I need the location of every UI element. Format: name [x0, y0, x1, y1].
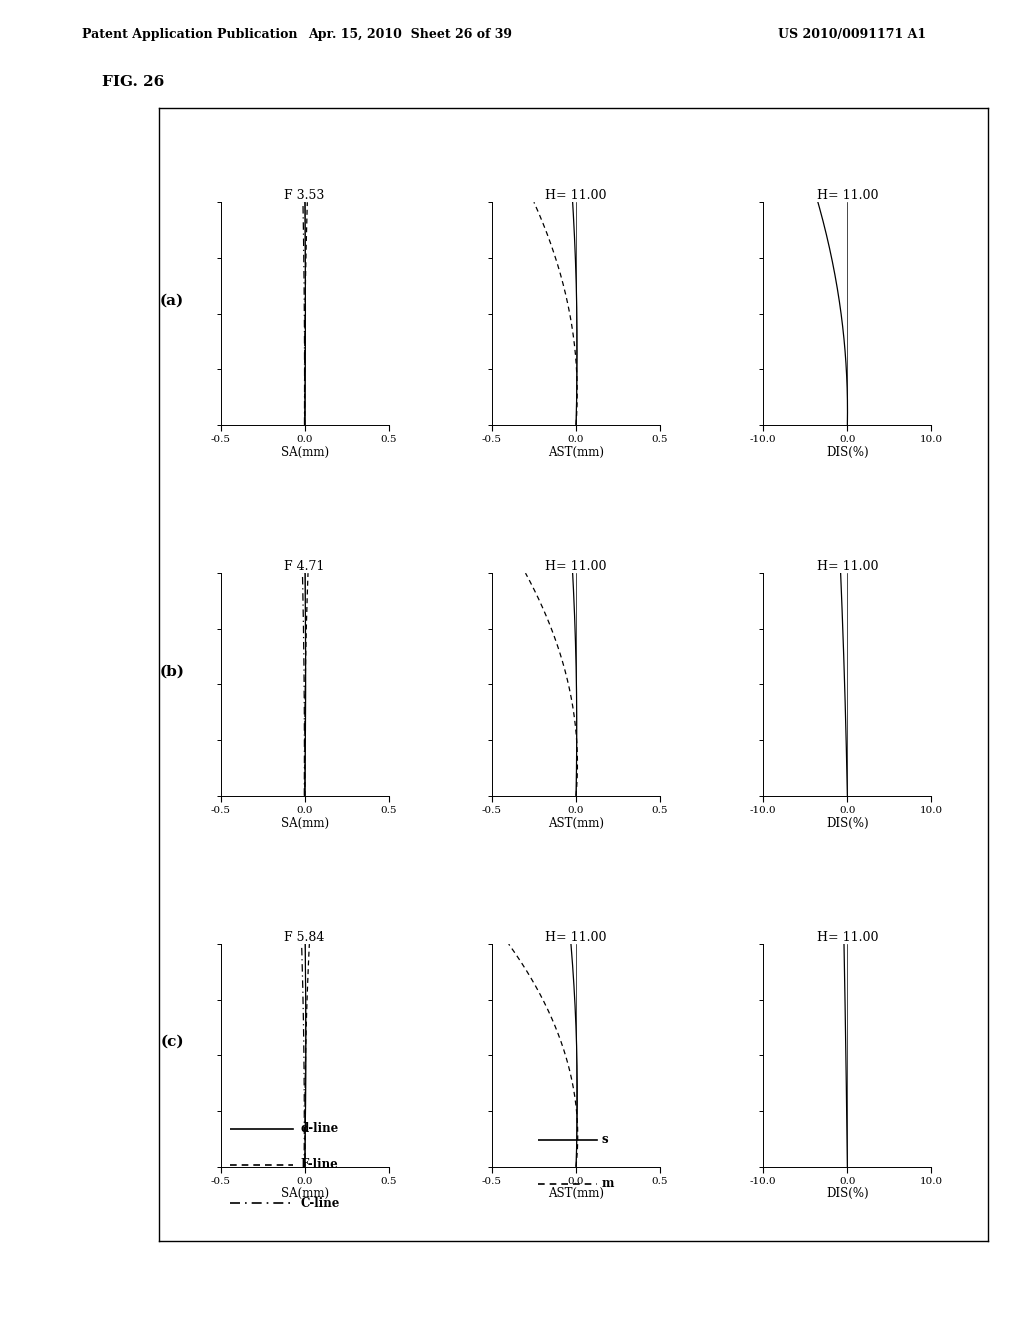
Text: FIG. 26: FIG. 26 — [102, 75, 165, 90]
Title: F 3.53: F 3.53 — [285, 189, 325, 202]
Text: F-line: F-line — [300, 1159, 338, 1171]
X-axis label: DIS(%): DIS(%) — [826, 1188, 868, 1200]
Title: H= 11.00: H= 11.00 — [545, 560, 607, 573]
X-axis label: AST(mm): AST(mm) — [548, 1188, 604, 1200]
X-axis label: DIS(%): DIS(%) — [826, 446, 868, 458]
Title: H= 11.00: H= 11.00 — [816, 560, 879, 573]
Title: H= 11.00: H= 11.00 — [816, 931, 879, 944]
X-axis label: AST(mm): AST(mm) — [548, 446, 604, 458]
Text: m: m — [602, 1177, 614, 1191]
X-axis label: AST(mm): AST(mm) — [548, 817, 604, 829]
Text: Patent Application Publication: Patent Application Publication — [82, 28, 297, 41]
Title: H= 11.00: H= 11.00 — [816, 189, 879, 202]
X-axis label: DIS(%): DIS(%) — [826, 817, 868, 829]
Text: (c): (c) — [160, 1035, 184, 1049]
Text: C-line: C-line — [300, 1196, 340, 1209]
Title: F 5.84: F 5.84 — [285, 931, 325, 944]
X-axis label: SA(mm): SA(mm) — [281, 446, 329, 458]
Text: d-line: d-line — [300, 1122, 339, 1135]
Text: (b): (b) — [160, 664, 184, 678]
Title: F 4.71: F 4.71 — [285, 560, 325, 573]
Title: H= 11.00: H= 11.00 — [545, 189, 607, 202]
Text: s: s — [602, 1134, 608, 1147]
Text: Apr. 15, 2010  Sheet 26 of 39: Apr. 15, 2010 Sheet 26 of 39 — [307, 28, 512, 41]
Title: H= 11.00: H= 11.00 — [545, 931, 607, 944]
X-axis label: SA(mm): SA(mm) — [281, 817, 329, 829]
Text: (a): (a) — [160, 293, 184, 308]
X-axis label: SA(mm): SA(mm) — [281, 1188, 329, 1200]
Text: US 2010/0091171 A1: US 2010/0091171 A1 — [778, 28, 927, 41]
